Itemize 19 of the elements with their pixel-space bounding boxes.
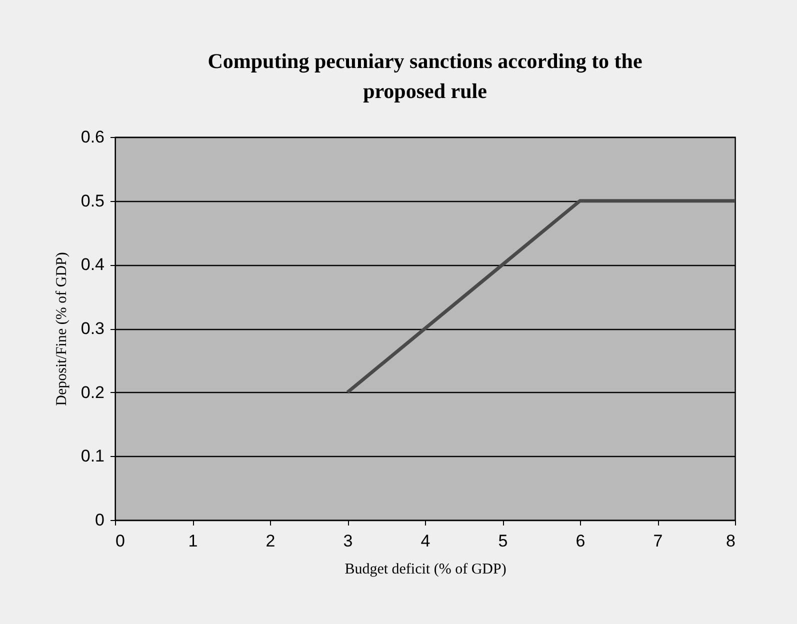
y-tick-label: 0.1 — [80, 446, 104, 466]
x-tick-label: 4 — [420, 532, 430, 550]
y-tick-label: 0.2 — [80, 382, 104, 402]
x-tick-label: 0 — [116, 532, 125, 550]
x-tick-label: 8 — [726, 532, 736, 550]
y-tick-label: 0.3 — [80, 319, 104, 338]
x-tick-label: 5 — [498, 532, 508, 550]
y-tick-label: 0 — [95, 510, 104, 530]
chart-title: Computing pecuniary sanctions according to the proposed rule — [208, 49, 642, 103]
x-tick-label: 3 — [343, 532, 353, 550]
x-tick-label: 1 — [188, 532, 198, 550]
y-tick-label: 0.4 — [80, 255, 104, 274]
y-tick-label: 0.6 — [80, 128, 104, 146]
x-tick-label: 6 — [576, 532, 586, 550]
x-tick-label: 2 — [266, 532, 276, 550]
y-axis-title: Deposit/Fine (% of GDP) — [54, 252, 70, 406]
y-tick-label: 0.5 — [80, 191, 104, 210]
x-tick-label: 7 — [653, 532, 663, 550]
x-axis-title: Budget deficit (% of GDP) — [344, 562, 506, 578]
